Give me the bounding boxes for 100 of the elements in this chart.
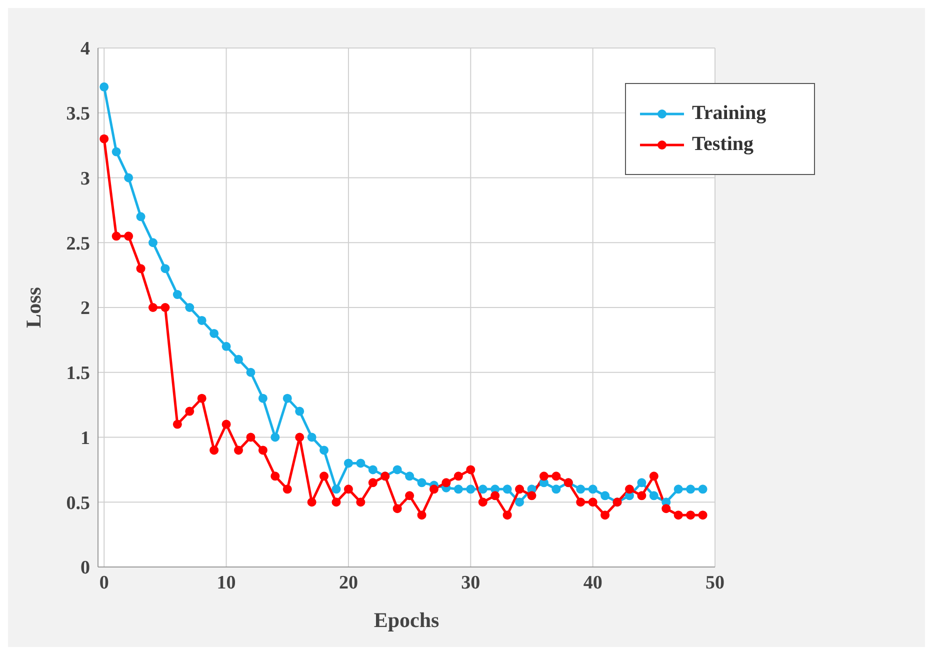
point — [637, 491, 646, 500]
point — [148, 238, 158, 248]
point — [392, 465, 402, 474]
x-tick-label: 40 — [583, 572, 602, 594]
legend-label: Training — [692, 102, 766, 125]
y-tick-label: 2.5 — [66, 233, 90, 254]
point — [172, 420, 182, 429]
point — [100, 134, 109, 144]
point — [124, 232, 134, 241]
point — [100, 82, 109, 92]
y-axis-title: Loss — [21, 287, 46, 328]
point — [320, 446, 329, 455]
point — [344, 458, 353, 468]
point — [502, 510, 512, 520]
point — [698, 484, 708, 494]
legend-label: Testing — [692, 133, 754, 156]
point — [588, 498, 598, 507]
point — [185, 406, 194, 416]
point — [466, 484, 476, 494]
point — [405, 491, 414, 500]
point — [307, 432, 316, 442]
y-tick-label: 3.5 — [66, 104, 90, 125]
point — [148, 303, 158, 312]
point — [185, 303, 194, 312]
point — [515, 498, 524, 507]
point — [698, 510, 708, 520]
point — [136, 264, 146, 274]
x-tick-label: 20 — [338, 572, 358, 594]
point — [600, 510, 610, 520]
point — [320, 472, 329, 481]
point — [588, 484, 598, 494]
point — [649, 472, 658, 481]
point — [246, 432, 256, 442]
point — [368, 465, 378, 474]
x-tick-label: 10 — [216, 572, 236, 594]
point — [417, 510, 426, 520]
point — [246, 368, 256, 377]
point — [160, 264, 170, 274]
point — [686, 510, 696, 520]
point — [674, 484, 683, 494]
point — [515, 484, 524, 494]
point — [576, 498, 586, 507]
x-tick-label: 0 — [99, 572, 109, 594]
point — [454, 484, 463, 494]
point — [222, 420, 231, 429]
point — [442, 478, 451, 488]
point — [649, 491, 658, 500]
point — [392, 504, 402, 514]
point — [466, 465, 476, 474]
point — [576, 484, 586, 494]
point — [210, 446, 219, 455]
point — [160, 303, 170, 312]
point — [502, 484, 512, 494]
point — [234, 354, 244, 364]
point — [172, 290, 182, 300]
point — [490, 491, 500, 500]
x-tick-label: 50 — [706, 572, 724, 594]
point — [282, 394, 292, 403]
point — [478, 484, 488, 494]
point — [295, 406, 304, 416]
y-tick-label: 1 — [80, 428, 90, 449]
point — [344, 484, 353, 494]
point — [124, 173, 134, 182]
point — [417, 478, 426, 488]
point — [527, 491, 536, 500]
point — [222, 342, 231, 351]
point — [258, 446, 268, 455]
y-tick-label: 0.5 — [66, 492, 90, 514]
point — [405, 472, 414, 481]
point — [368, 478, 378, 488]
point — [332, 484, 341, 494]
point — [197, 394, 206, 403]
y-tick-label: 1.5 — [66, 363, 90, 384]
point — [356, 458, 366, 468]
point — [624, 484, 634, 494]
point — [552, 472, 561, 481]
point — [454, 472, 463, 481]
point — [136, 212, 146, 222]
point — [478, 498, 488, 507]
point — [295, 432, 304, 442]
point — [539, 472, 548, 481]
point — [429, 484, 438, 494]
point — [112, 232, 121, 241]
x-axis-title: Epochs — [374, 608, 440, 632]
point — [674, 510, 683, 520]
point — [234, 446, 244, 455]
point — [282, 484, 292, 494]
point — [686, 484, 696, 494]
point — [270, 472, 280, 481]
y-tick-label: 4 — [80, 38, 90, 60]
point — [258, 394, 268, 403]
point — [112, 147, 121, 156]
point — [332, 498, 341, 507]
x-tick-label: 30 — [461, 572, 480, 594]
point — [552, 484, 561, 494]
point — [307, 498, 316, 507]
y-tick-label: 3 — [80, 168, 90, 190]
point — [210, 328, 219, 338]
point — [662, 504, 671, 514]
y-tick-label: 0 — [80, 558, 90, 579]
